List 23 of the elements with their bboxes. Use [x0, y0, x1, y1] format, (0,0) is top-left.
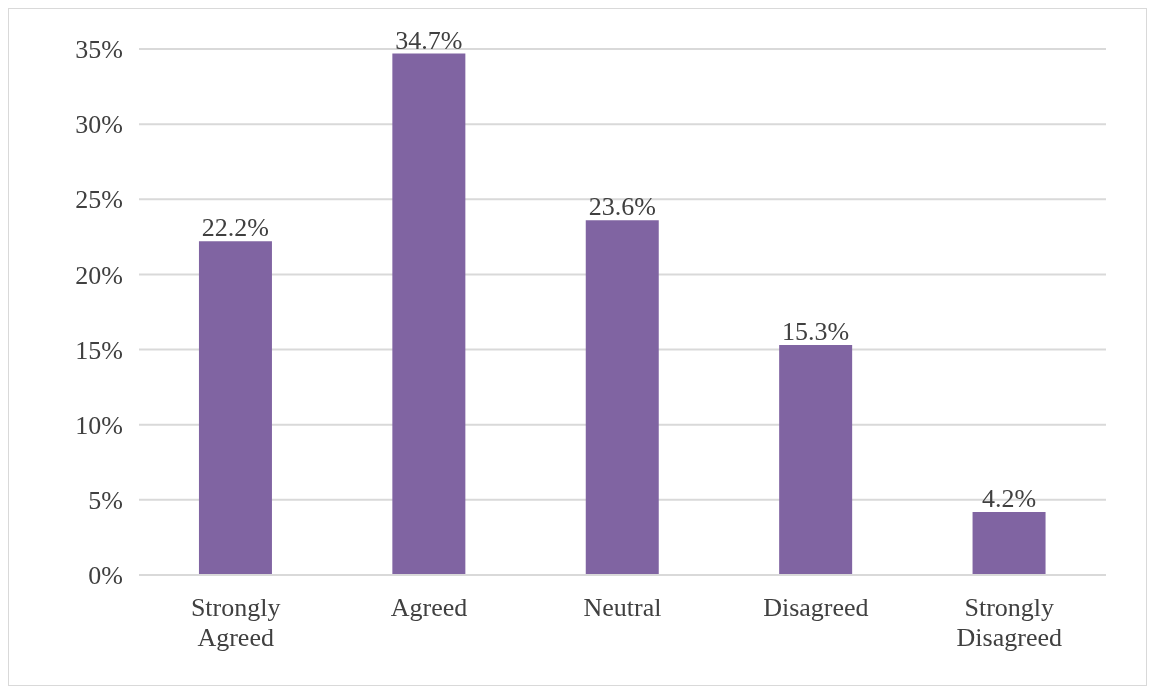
- y-tick-label: 10%: [75, 410, 123, 440]
- data-label: 23.6%: [588, 192, 656, 222]
- y-tick-label: 25%: [75, 185, 123, 215]
- y-tick-label: 30%: [75, 110, 123, 140]
- x-tick-label: Disagreed: [763, 593, 869, 623]
- y-tick-label: 0%: [88, 561, 123, 591]
- bar: [779, 345, 853, 575]
- data-label: 22.2%: [201, 213, 270, 243]
- bar: [972, 511, 1046, 575]
- y-tick-label: 15%: [75, 335, 123, 365]
- bar: [585, 220, 659, 575]
- x-tick-label: Agreed: [390, 593, 468, 623]
- bar: [392, 53, 466, 575]
- y-tick-label: 5%: [88, 485, 123, 515]
- data-label: 34.7%: [395, 25, 463, 55]
- bar: [198, 241, 272, 575]
- data-label: 4.2%: [981, 483, 1037, 513]
- x-tick-label: Strongly Agreed: [190, 593, 281, 653]
- x-tick-label: Neutral: [583, 593, 662, 623]
- y-tick-label: 35%: [75, 35, 123, 65]
- y-tick-label: 20%: [75, 260, 123, 290]
- data-label: 15.3%: [782, 317, 850, 347]
- x-tick-label: Strongly Disagreed: [956, 593, 1062, 653]
